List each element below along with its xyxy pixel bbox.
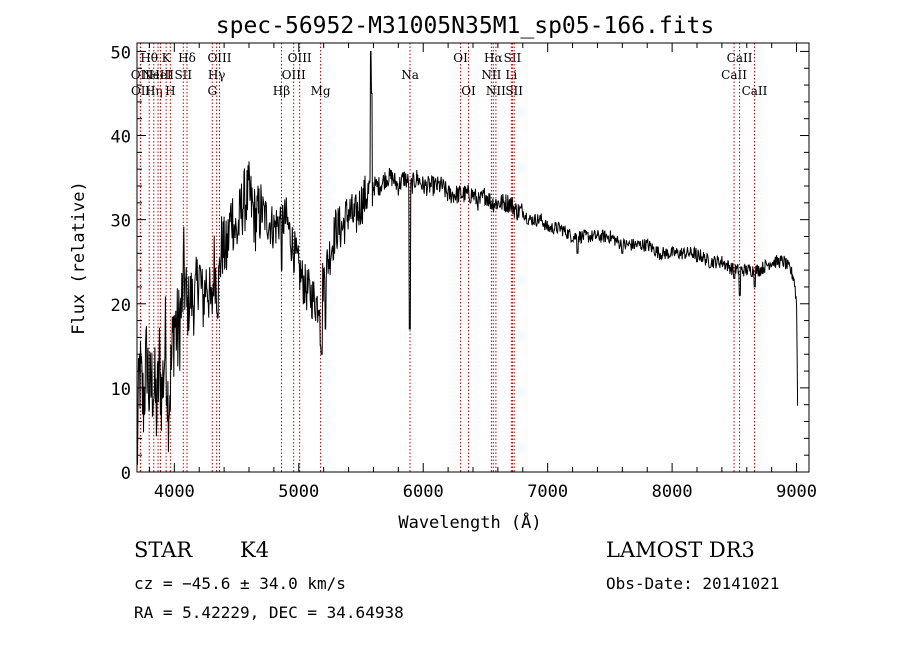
- y-tick-label: 10: [111, 380, 131, 400]
- line-marker-label: CaII: [727, 51, 753, 65]
- x-tick-label: 4000: [154, 482, 195, 502]
- line-marker-label: Hη: [145, 84, 163, 98]
- spectrum-series: [136, 50, 799, 465]
- line-marker-label: Mg: [311, 84, 331, 98]
- line-marker-label: Li: [505, 68, 517, 82]
- y-tick-label: 30: [111, 212, 131, 232]
- x-tick-label: 8000: [652, 482, 693, 502]
- line-marker-label: Hγ: [208, 68, 226, 82]
- line-marker-label: Hδ: [178, 51, 196, 65]
- y-tick-label: 50: [111, 43, 131, 63]
- line-marker-label: OIII: [282, 68, 306, 82]
- survey-name: LAMOST DR3: [606, 538, 755, 562]
- obs-date-text: Obs-Date: 20141021: [606, 574, 780, 593]
- line-marker-label: OII: [131, 84, 151, 98]
- line-marker-label: H: [165, 84, 175, 98]
- spectrum-line: [136, 50, 799, 465]
- line-markers: OIIOIIHθHηNeIIIHeIKHSIIHδGHγOIIIHβOIIIOI…: [131, 43, 768, 472]
- line-marker-label: CaII: [742, 84, 768, 98]
- line-marker-label: HeI: [149, 68, 172, 82]
- line-marker-label: NII: [486, 84, 506, 98]
- line-marker-label: G: [207, 84, 217, 98]
- line-marker-label: SII: [504, 51, 522, 65]
- y-tick-label: 0: [121, 464, 131, 484]
- coordinates-text: RA = 5.42229, DEC = 34.64938: [134, 603, 404, 622]
- redshift-text: cz = −45.6 ± 34.0 km/s: [134, 574, 346, 593]
- object-class: STAR: [134, 538, 193, 562]
- line-marker-label: Hθ: [140, 51, 158, 65]
- chart-title: spec-56952-M31005N35M1_sp05-166.fits: [216, 13, 715, 39]
- y-axis-label: Flux (relative): [69, 181, 89, 335]
- line-marker-label: OIII: [288, 51, 312, 65]
- line-marker-label: NII: [481, 68, 501, 82]
- line-marker-label: CaII: [721, 68, 747, 82]
- line-marker-label: Na: [401, 68, 419, 82]
- x-tick-label: 7000: [527, 482, 568, 502]
- x-tick-label: 9000: [776, 482, 817, 502]
- line-marker-label: Hα: [484, 51, 503, 65]
- y-tick-label: 40: [111, 128, 131, 148]
- axis-ticks: 4000 5000 6000 7000 8000 9000 0 10 20 30 40 50: [111, 43, 817, 502]
- line-marker-label: K: [162, 51, 172, 65]
- line-marker-label: OI: [453, 51, 468, 65]
- line-marker-label: SII: [505, 84, 523, 98]
- y-tick-label: 20: [111, 296, 131, 316]
- object-subclass: K4: [240, 538, 270, 562]
- x-tick-label: 5000: [278, 482, 319, 502]
- line-marker-label: SII: [174, 68, 192, 82]
- x-tick-label: 6000: [403, 482, 444, 502]
- line-marker-label: OIII: [207, 51, 231, 65]
- x-axis-label: Wavelength (Å): [398, 511, 541, 533]
- line-marker-label: Hβ: [273, 84, 290, 98]
- line-marker-label: OI: [461, 84, 476, 98]
